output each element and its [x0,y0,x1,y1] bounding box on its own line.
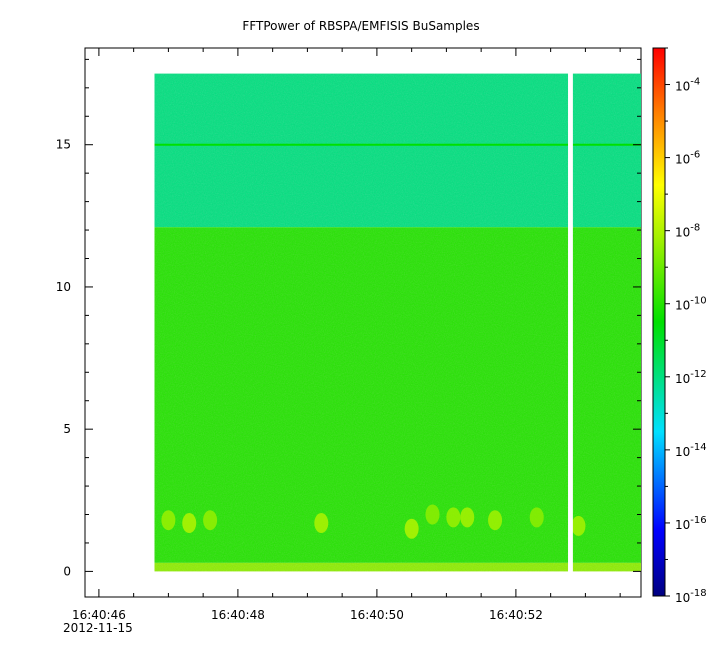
power-burst [404,518,419,539]
plot-layer [154,72,641,573]
y-tick-label: 5 [63,422,71,436]
colorbar-tick-label: 10-8 [675,223,700,240]
x-tick-label: 16:40:48 [211,608,265,622]
colorbar-tick-exponent: -6 [690,150,700,161]
power-burst [161,510,176,531]
x-tick-label: 16:40:52 [489,608,543,622]
colorbar-tick-exponent: -10 [690,296,706,307]
colorbar-tick-exponent: -18 [690,588,706,599]
power-burst [460,507,475,528]
y-tick-label: 10 [56,280,71,294]
colorbar-tick-label: 10-14 [675,442,707,459]
colorbar-tick-label: 10-6 [675,150,700,167]
colorbar-tick-label: 10-16 [675,515,707,532]
chart-title: FFTPower of RBSPA/EMFISIS BuSamples [242,19,479,33]
colorbar-tick-label: 10-18 [675,588,707,605]
colorbar [652,47,666,597]
colorbar-tick-exponent: -4 [690,77,700,88]
colorbar-tick-exponent: -12 [690,369,706,380]
x-tick-label: 16:40:50 [350,608,404,622]
data-gap [568,72,573,573]
colorbar-tick-label: 10-12 [675,369,707,386]
power-burst [488,510,503,531]
colorbar-tick-exponent: -16 [690,515,706,526]
colorbar-tick-label: 10-4 [675,77,700,94]
power-burst [314,513,329,534]
x-tick-sublabel: 2012-11-15 [63,621,133,635]
x-tick-label: 16:40:46 [72,608,126,622]
power-burst [571,515,586,536]
y-tick-label: 0 [63,564,71,578]
y-axis: 0 5 10 15 [56,58,641,578]
power-burst [446,507,461,528]
power-burst [182,513,197,534]
y-tick-label: 15 [56,138,71,152]
spectrogram-noise [154,73,641,572]
power-burst [203,510,218,531]
colorbar-tick-exponent: -14 [690,442,706,453]
colorbar-tick-exponent: -8 [690,223,700,234]
power-burst [529,507,544,528]
power-burst [425,504,440,525]
colorbar-tick-label: 10-10 [675,296,707,313]
colorbar-axis: 10-4 10-6 10-8 10-10 10-12 10-14 10-16 10-18 [665,47,707,605]
